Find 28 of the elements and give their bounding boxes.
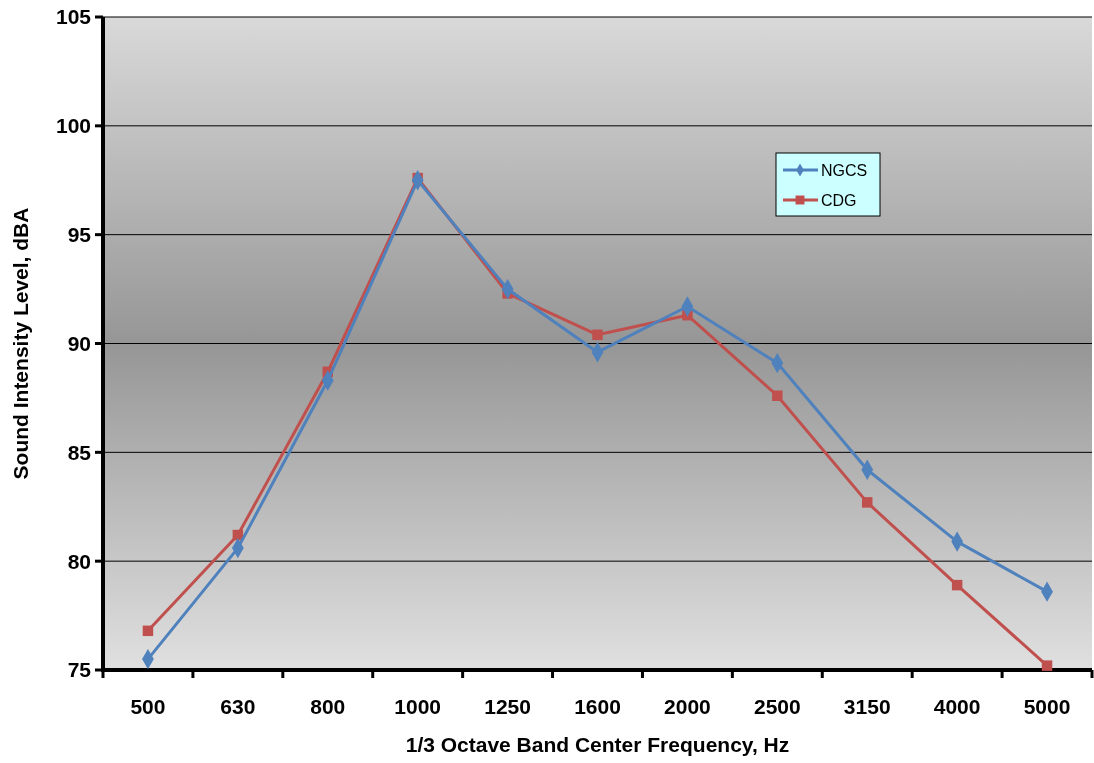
y-tick-label: 80	[67, 549, 91, 573]
x-tick-label: 630	[220, 695, 256, 718]
point	[861, 497, 873, 508]
legend-label: NGCS	[821, 161, 868, 179]
x-tick-label: 3150	[843, 695, 891, 718]
point	[142, 625, 154, 637]
y-tick-label: 75	[67, 658, 92, 682]
y-tick-label: 100	[55, 114, 91, 138]
x-tick-label: 1600	[574, 695, 621, 718]
x-tick-label: 2500	[753, 695, 801, 718]
x-tick-label: 800	[310, 695, 346, 718]
legend-label: CDG	[821, 191, 857, 209]
y-tick-label: 85	[67, 440, 92, 464]
x-tick-label: 4000	[933, 695, 981, 718]
x-axis-title: 1/3 Octave Band Center Frequency, Hz	[405, 733, 790, 756]
point	[772, 390, 783, 401]
y-tick-label: 105	[55, 5, 92, 29]
point	[1041, 660, 1053, 671]
y-tick-label: 95	[67, 223, 92, 247]
x-tick-label: 2000	[664, 695, 711, 718]
x-tick-label: 1000	[394, 695, 442, 718]
point	[951, 579, 963, 591]
y-tick-label: 90	[67, 331, 91, 355]
y-axis-title: Sound Intensity Level, dBA	[9, 207, 32, 480]
point	[592, 329, 603, 341]
x-tick-label: 1250	[484, 695, 531, 718]
x-tick-label: 5000	[1023, 695, 1071, 718]
x-tick-label: 500	[130, 695, 166, 718]
